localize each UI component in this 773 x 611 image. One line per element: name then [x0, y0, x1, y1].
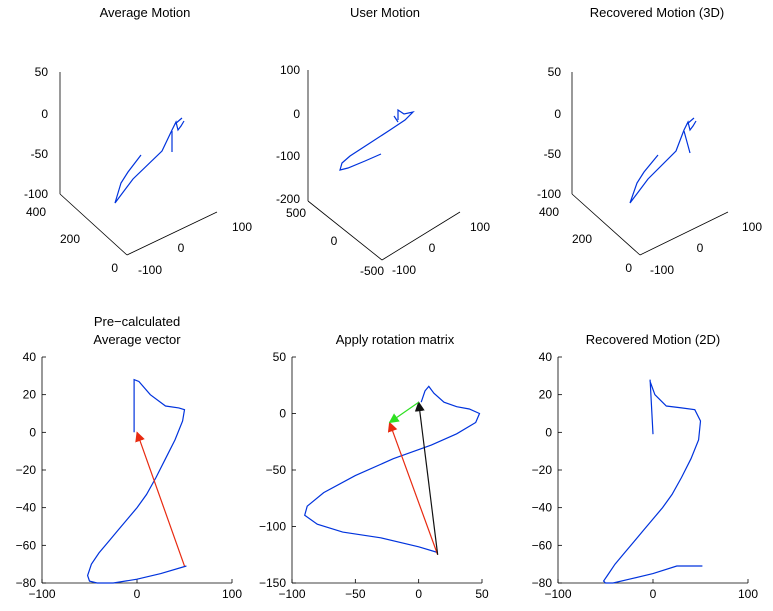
z-tick-label: 0	[554, 107, 561, 121]
x-axis: -100 0 100	[381, 211, 490, 277]
motion-trajectory-line	[683, 117, 695, 154]
vector-arrow	[414, 401, 439, 555]
y-tick-label: 40	[539, 350, 553, 364]
y-tick-label: −20	[16, 463, 37, 477]
y-tick-label: −40	[16, 501, 37, 515]
motion-trajectory-line	[171, 117, 183, 152]
z-tick-label: -50	[544, 147, 562, 161]
motion-trajectory-line	[339, 108, 415, 171]
y-axis: 400 200 0	[539, 193, 641, 275]
x-axis: -100 0 100	[639, 211, 762, 277]
motion-trajectory-line	[602, 379, 703, 584]
x-tick-label: −100	[544, 587, 571, 601]
y-tick-label: 20	[23, 388, 37, 402]
panel-title: Average Motion	[100, 5, 191, 20]
z-tick-label: -200	[276, 192, 300, 206]
motion-trajectory-line	[114, 120, 185, 204]
x-tick-label: 0	[650, 587, 657, 601]
panel-title: Pre−calculated	[94, 314, 180, 329]
z-tick-label: -100	[24, 187, 48, 201]
y-tick-label: 200	[60, 232, 80, 246]
x-tick-label: 0	[134, 587, 141, 601]
y-tick-label: −80	[532, 576, 553, 590]
x-tick-label: 100	[742, 220, 762, 234]
z-tick-label: -100	[537, 187, 561, 201]
y-axis: 400 200 0	[26, 193, 128, 275]
x-tick-label: 100	[470, 220, 490, 234]
z-tick-label: 0	[293, 107, 300, 121]
y-tick-label: 0	[29, 425, 36, 439]
y-tick-label: −80	[16, 576, 37, 590]
z-tick-label: 100	[280, 63, 300, 77]
x-tick-label: 100	[222, 587, 242, 601]
x-tick-label: −100	[278, 587, 305, 601]
x-tick-label: -100	[392, 263, 416, 277]
panel-recovered-motion-3d: Recovered Motion (3D) 50 0 -50 -100 400 …	[537, 5, 762, 277]
y-tick-label: 0	[279, 407, 286, 421]
x-tick-label: 0	[429, 241, 436, 255]
y-axis: 500 0 -500	[286, 200, 384, 278]
y-tick-label: −20	[532, 463, 553, 477]
z-tick-label: 50	[548, 65, 562, 79]
x-tick-label: -100	[138, 263, 162, 277]
motion-trajectory-line	[86, 378, 187, 584]
x-tick-label: 100	[738, 587, 758, 601]
x-axis: -100 0 100	[126, 211, 252, 277]
vector-arrow	[135, 431, 186, 567]
y-tick-label: 500	[286, 206, 306, 220]
x-tick-label: −50	[345, 587, 366, 601]
y-tick-label: 0	[625, 261, 632, 275]
panel-title: Recovered Motion (2D)	[586, 332, 720, 347]
y-tick-label: 0	[545, 425, 552, 439]
panel-recovered-motion-2d: Recovered Motion (2D) 40 20 0 −20 −40 −60 −80−…	[532, 332, 759, 601]
panel-title: Apply rotation matrix	[336, 332, 455, 347]
z-tick-label: -100	[276, 149, 300, 163]
motion-trajectory-line	[629, 120, 697, 204]
x-tick-label: −100	[28, 587, 55, 601]
y-tick-label: −60	[532, 538, 553, 552]
y-tick-label: −100	[259, 520, 286, 534]
chart-marks: 40 20 0 −20 −40 −60 −80−100 0 100	[532, 350, 759, 601]
motion-trajectory-line	[393, 115, 399, 123]
panel-title: Recovered Motion (3D)	[590, 5, 724, 20]
z-axis: 50 0 -50 -100	[24, 65, 61, 201]
z-tick-label: 0	[41, 107, 48, 121]
panel-apply-rotation-matrix: Apply rotation matrix 500−50−100−150−100…	[259, 332, 489, 601]
y-tick-label: 400	[26, 205, 46, 219]
y-tick-label: −150	[259, 576, 286, 590]
z-tick-label: -50	[31, 147, 49, 161]
y-tick-label: −50	[266, 463, 287, 477]
vector-arrow	[387, 421, 439, 555]
panel-title: User Motion	[350, 5, 420, 20]
y-tick-label: 50	[273, 350, 287, 364]
z-axis: 100 0 -100 -200	[276, 63, 309, 206]
x-tick-label: 100	[232, 220, 252, 234]
y-tick-label: 40	[23, 350, 37, 364]
x-tick-label: 0	[415, 587, 422, 601]
y-tick-label: 200	[572, 232, 592, 246]
y-tick-label: 0	[111, 261, 118, 275]
chart-marks: 40 20 0 −20 −40 −60 −80−100 0 100	[16, 350, 243, 601]
motion-trajectory-line	[304, 385, 481, 554]
panel-average-motion-3d: Average Motion 50 0 -50 -100 400 200 0 -…	[24, 5, 252, 277]
panel-title: Average vector	[93, 332, 181, 347]
x-tick-label: 0	[178, 241, 185, 255]
panel-precalculated-average-vector: Pre−calculated Average vector 40 20 0 −20 −4…	[16, 314, 243, 601]
x-tick-label: -100	[650, 263, 674, 277]
y-tick-label: −60	[16, 538, 37, 552]
y-tick-label: −40	[532, 501, 553, 515]
z-tick-label: 50	[35, 65, 49, 79]
x-tick-label: 0	[697, 241, 704, 255]
chart-marks: 500−50−100−150−100 −50 0 50	[259, 350, 489, 601]
y-tick-label: 400	[539, 205, 559, 219]
y-tick-label: -500	[360, 264, 384, 278]
vector-arrow	[388, 401, 420, 424]
z-axis: 50 0 -50 -100	[537, 65, 573, 201]
x-tick-label: 50	[475, 587, 489, 601]
y-tick-label: 20	[539, 388, 553, 402]
panel-user-motion-3d: User Motion 100 0 -100 -200 500 0 -500 -…	[276, 5, 490, 278]
y-tick-label: 0	[331, 234, 338, 248]
